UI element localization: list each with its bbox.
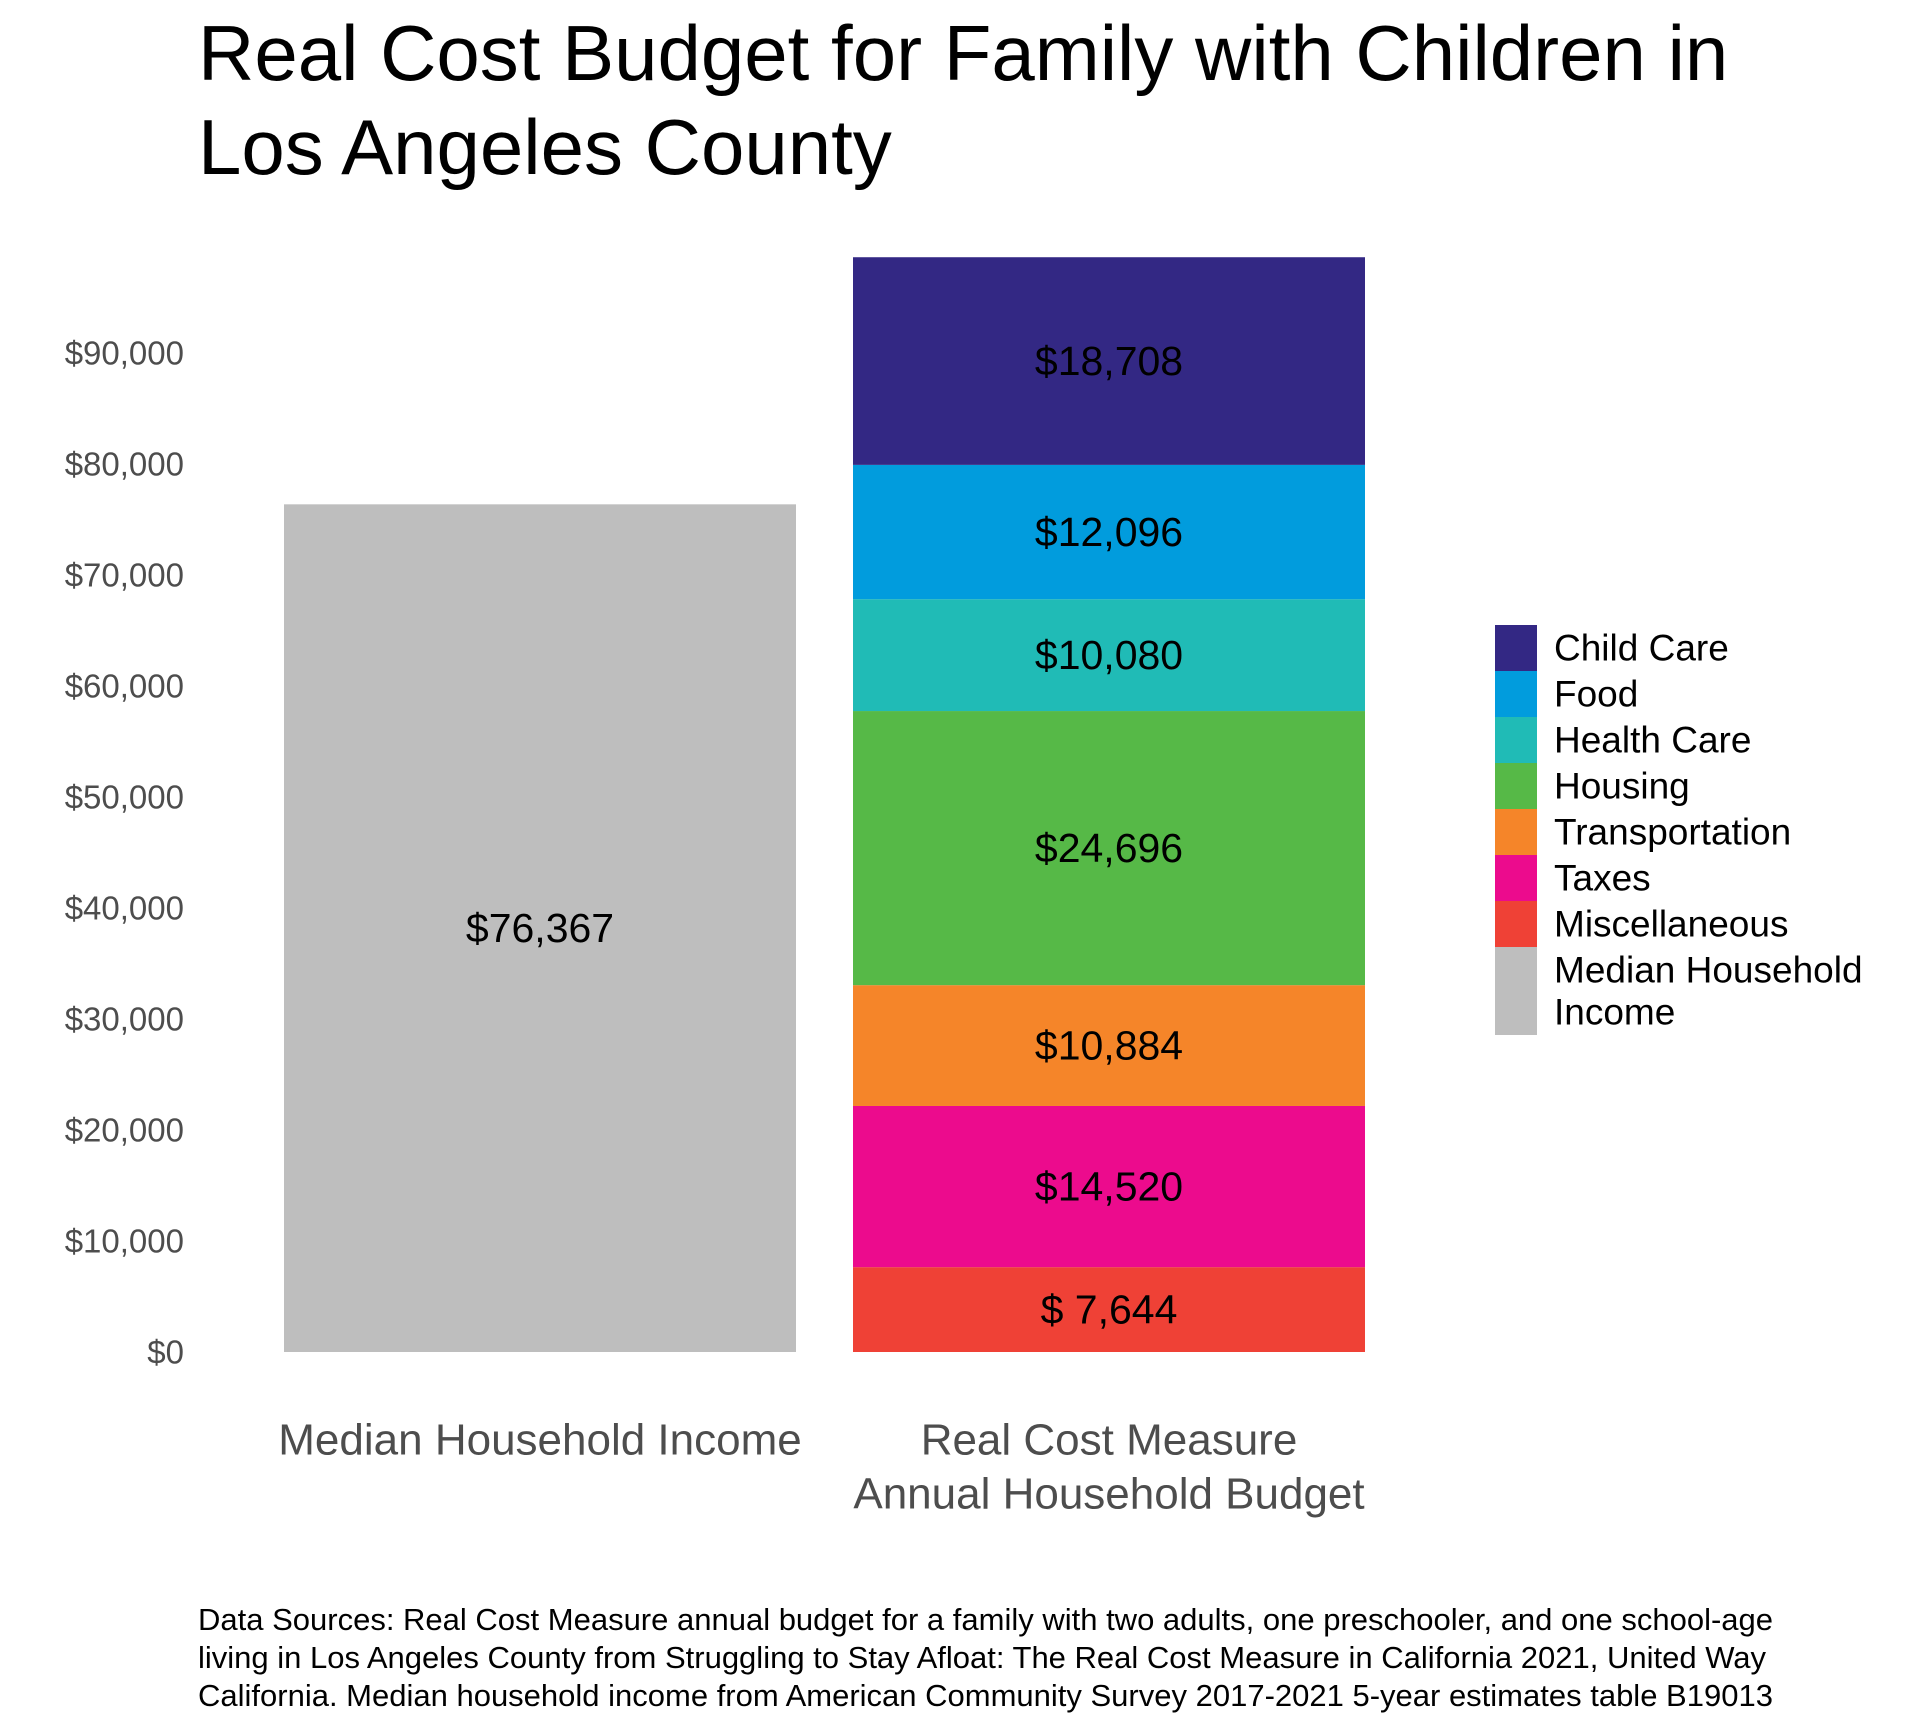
- data-label: $10,884: [1035, 1023, 1183, 1069]
- y-tick-label: $0: [147, 1334, 184, 1371]
- bar-segment: [853, 985, 1365, 1106]
- bar-segment: [284, 504, 796, 1352]
- legend-swatch: [1495, 671, 1537, 717]
- bar-segment: [853, 464, 1365, 600]
- bar-segment: [853, 599, 1365, 712]
- legend-swatch: [1495, 763, 1537, 809]
- legend-label: Miscellaneous: [1554, 904, 1788, 945]
- data-label: $24,696: [1035, 825, 1183, 871]
- bar-segment: [853, 257, 1365, 465]
- y-tick-label: $90,000: [65, 335, 184, 372]
- legend-swatch: [1495, 717, 1537, 763]
- data-sources-note: Data Sources: Real Cost Measure annual b…: [198, 1601, 1918, 1715]
- legend-swatch: [1495, 947, 1537, 1035]
- y-tick-label: $30,000: [65, 1001, 184, 1038]
- bar-segment: [853, 1267, 1365, 1352]
- y-tick-label: $80,000: [65, 446, 184, 483]
- chart-title: Real Cost Budget for Family with Childre…: [198, 6, 1898, 194]
- legend-swatch: [1495, 901, 1537, 947]
- footnote-line: living in Los Angeles County from Strugg…: [198, 1640, 1767, 1675]
- footnote-line: California. Median household income from…: [198, 1678, 1773, 1713]
- bar-segment: [853, 711, 1365, 986]
- legend-label: Taxes: [1554, 858, 1651, 899]
- data-label: $ 7,644: [1041, 1287, 1178, 1333]
- legend-label: Transportation: [1554, 812, 1791, 853]
- y-tick-label: $10,000: [65, 1223, 184, 1260]
- y-tick-label: $20,000: [65, 1112, 184, 1149]
- y-tick-label: $40,000: [65, 890, 184, 927]
- legend-label: Median Household: [1554, 950, 1863, 991]
- legend-label: Income: [1554, 992, 1675, 1033]
- data-label: $76,367: [466, 905, 614, 951]
- x-category-label: Median Household Income: [278, 1416, 801, 1465]
- data-label: $12,096: [1035, 509, 1183, 555]
- chart-title-line: Los Angeles County: [198, 103, 892, 191]
- y-tick-label: $60,000: [65, 668, 184, 705]
- data-label: $10,080: [1035, 632, 1183, 678]
- legend-swatch: [1495, 625, 1537, 671]
- chart-title-line: Real Cost Budget for Family with Childre…: [198, 9, 1729, 97]
- data-label: $14,520: [1035, 1164, 1183, 1210]
- legend-label: Health Care: [1554, 720, 1751, 761]
- legend-label: Food: [1554, 674, 1638, 715]
- legend-swatch: [1495, 809, 1537, 855]
- bar-segment: [853, 1105, 1365, 1268]
- x-category-label: Annual Household Budget: [853, 1470, 1364, 1519]
- legend-label: Child Care: [1554, 628, 1729, 669]
- y-tick-label: $50,000: [65, 779, 184, 816]
- legend-label: Housing: [1554, 766, 1690, 807]
- y-tick-label: $70,000: [65, 557, 184, 594]
- x-category-label: Real Cost Measure: [921, 1416, 1298, 1465]
- data-label: $18,708: [1035, 338, 1183, 384]
- footnote-line: Data Sources: Real Cost Measure annual b…: [198, 1602, 1774, 1637]
- legend-swatch: [1495, 855, 1537, 901]
